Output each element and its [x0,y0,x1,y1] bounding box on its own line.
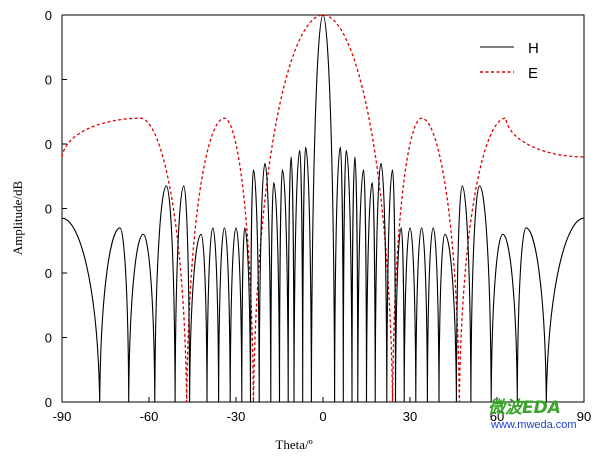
x-tick-label: -60 [140,409,159,424]
watermark: 微波EDA www.mweda.com [488,398,577,431]
x-axis-label: Theta/º [275,437,312,452]
series-line-e [61,14,585,403]
y-tick-label: 0 [45,8,52,23]
legend: H E [480,40,539,82]
plot-area [61,14,585,403]
y-tick-label: 0 [45,331,52,346]
y-tick-label: 0 [45,137,52,152]
x-tick-label: -90 [53,409,72,424]
axis-ticks: -90 -60 -30 0 30 60 90 0 0 0 0 0 0 0 [45,8,591,424]
x-tick-label: 0 [319,409,326,424]
x-tick-label: 90 [577,409,591,424]
y-tick-label: 0 [45,202,52,217]
x-tick-label: 60 [490,409,504,424]
legend-label-h: H [528,40,539,57]
x-tick-label: -30 [227,409,246,424]
y-axis-label: Amplitude/dB [10,180,25,255]
series-layer [61,14,585,403]
x-tick-label: 30 [403,409,417,424]
watermark-url: www.mweda.com [490,419,577,431]
y-tick-label: 0 [45,395,52,410]
watermark-logo: 微波EDA [488,398,561,418]
y-tick-label: 0 [45,266,52,281]
y-tick-label: 0 [45,73,52,88]
series-line-h [61,14,585,403]
legend-label-e: E [528,65,538,82]
